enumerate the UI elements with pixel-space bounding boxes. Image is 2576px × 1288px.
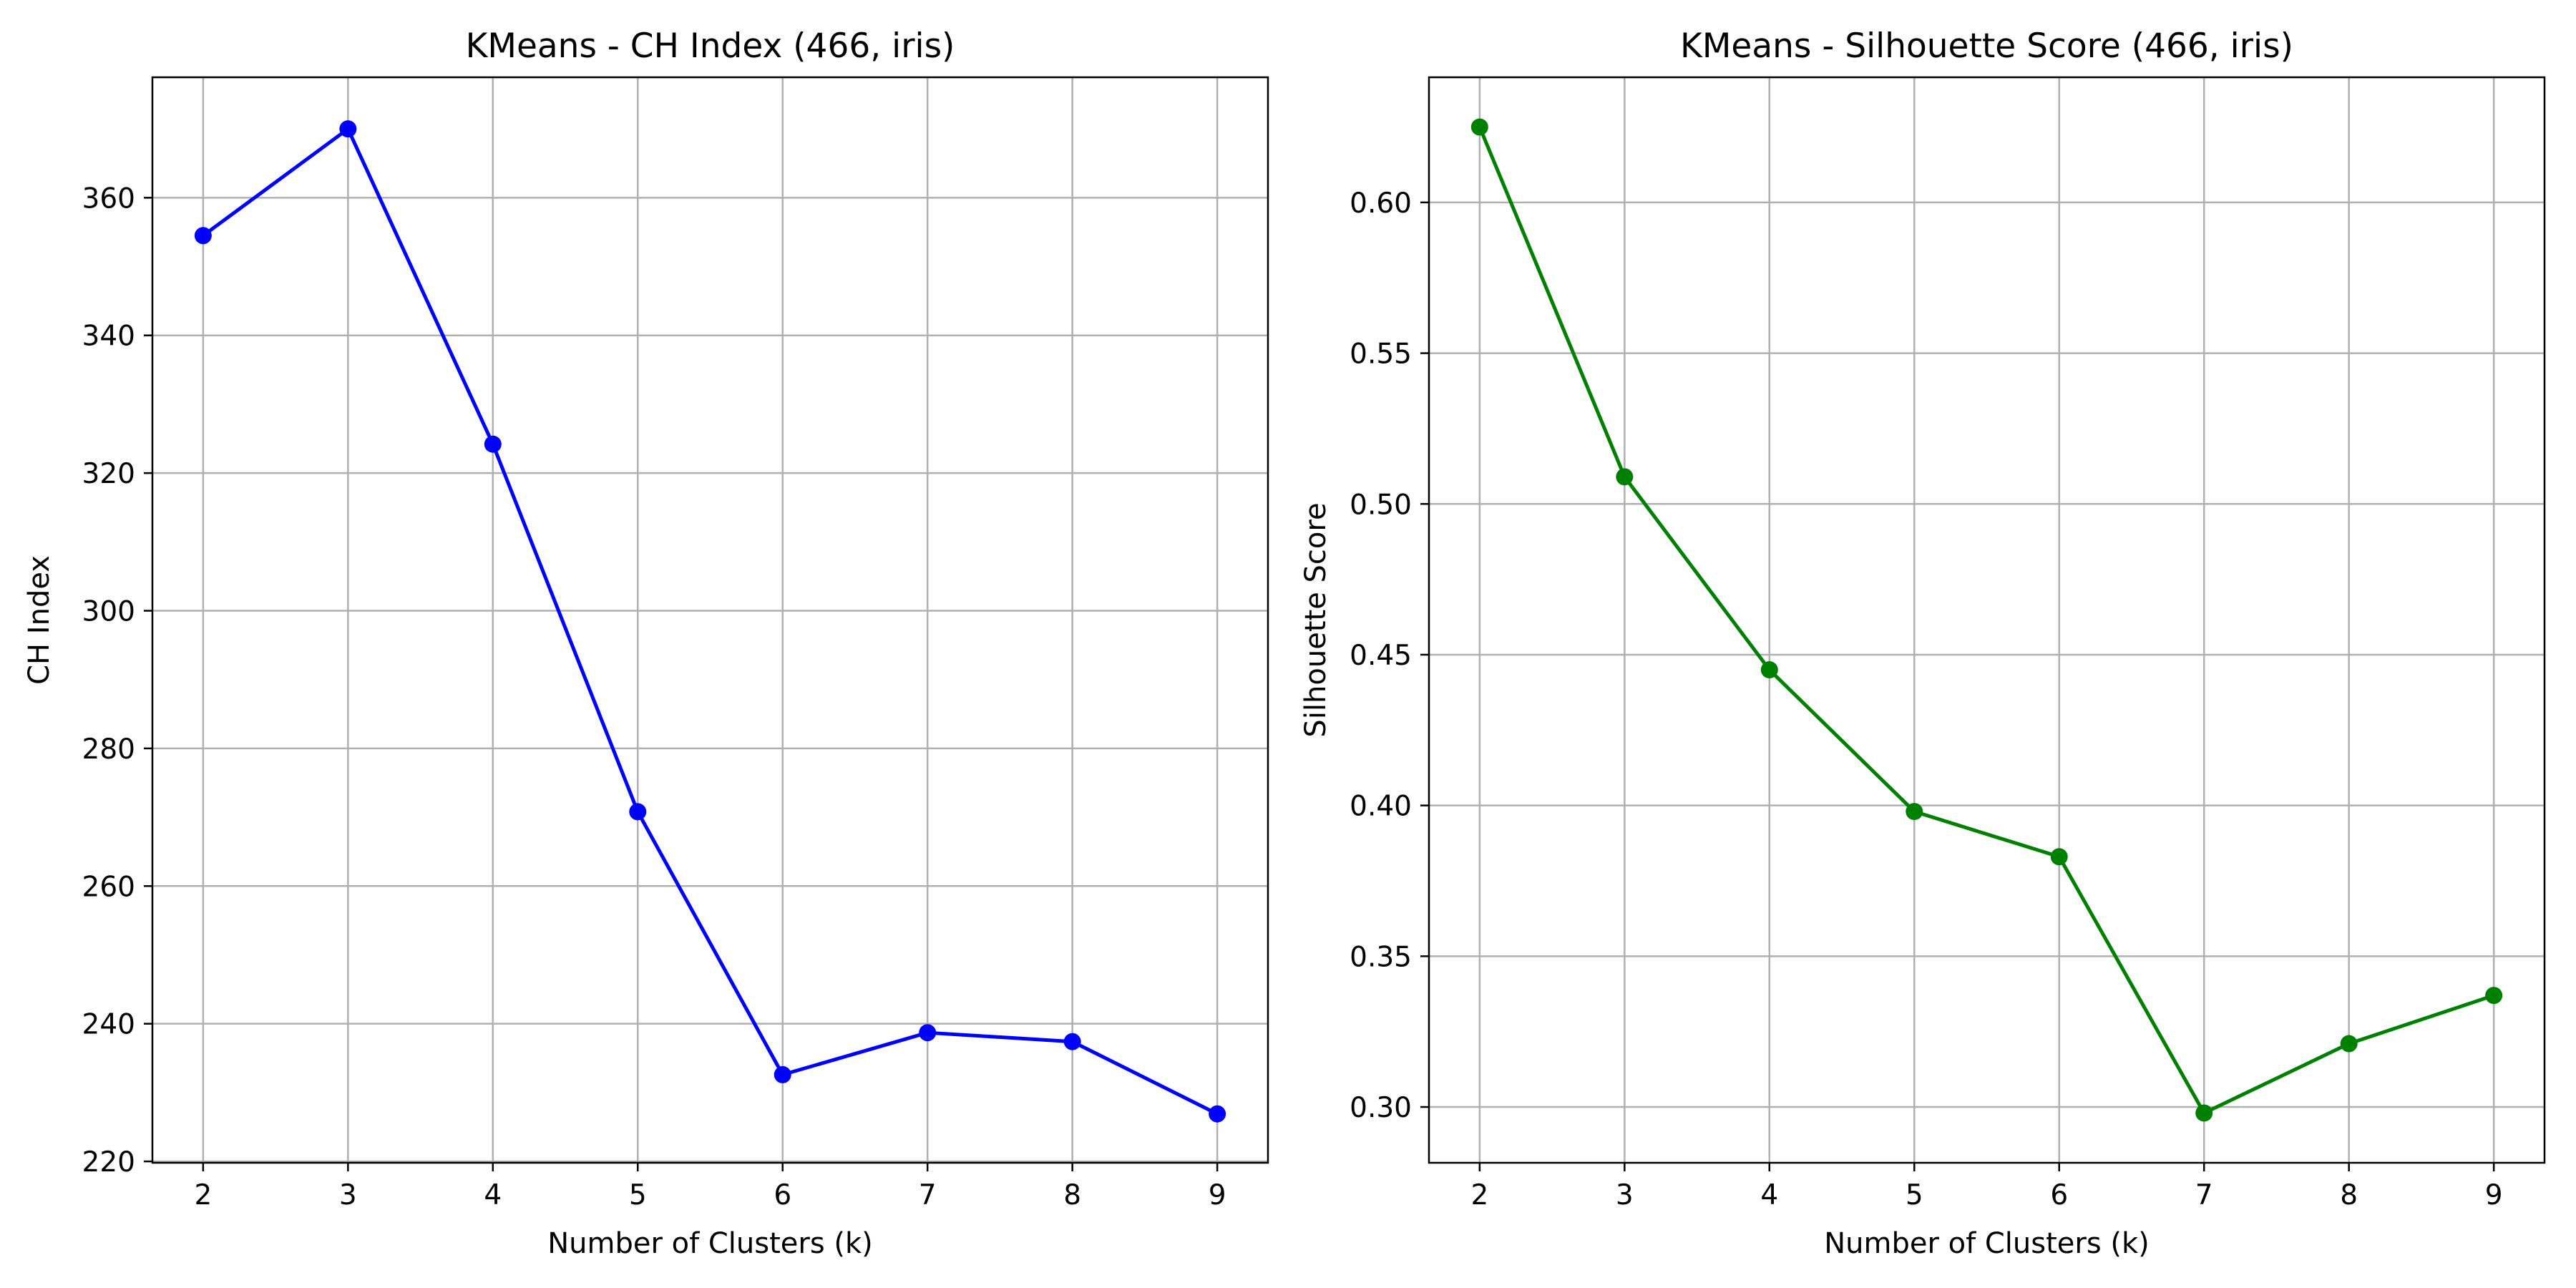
x-tick-label: 3	[339, 1179, 357, 1211]
y-tick-label: 240	[82, 1009, 135, 1041]
y-tick-label: 0.30	[1350, 1092, 1412, 1124]
data-point	[2195, 1104, 2213, 1122]
y-axis-label: CH Index	[23, 555, 56, 685]
data-point	[484, 435, 502, 453]
y-tick-label: 0.50	[1350, 489, 1412, 521]
x-tick-label: 7	[919, 1179, 937, 1211]
x-tick-label: 2	[194, 1179, 212, 1211]
subplot-2: 2 3 4 5 6 7 8 9 0.30 0.35 0.40 0.45 0.50 0.55 0.60 KMea…	[1299, 26, 2546, 1260]
chart-title: KMeans - Silhouette Score (466, iris)	[1680, 26, 2293, 66]
y-tick-label: 0.45	[1350, 640, 1412, 672]
x-tick-label: 8	[1063, 1179, 1081, 1211]
data-point	[1616, 468, 1634, 486]
data-point	[339, 120, 357, 138]
data-point	[919, 1024, 937, 1042]
x-tick-label: 3	[1616, 1179, 1634, 1211]
x-tick-label: 4	[1760, 1179, 1778, 1211]
y-tick-label: 0.40	[1350, 791, 1412, 823]
data-point	[1760, 661, 1778, 679]
y-tick-label: 220	[82, 1146, 135, 1179]
data-point	[1209, 1105, 1226, 1123]
y-tick-label: 0.55	[1350, 338, 1412, 371]
data-point	[1063, 1033, 1081, 1050]
y-axis-label: Silhouette Score	[1299, 502, 1332, 737]
series-line	[1478, 126, 2494, 1115]
data-point	[2485, 987, 2503, 1005]
x-tick-label: 9	[2485, 1179, 2503, 1211]
x-axis-label: Number of Clusters (k)	[547, 1227, 873, 1260]
x-tick-label: 2	[1470, 1179, 1488, 1211]
y-tick-label: 0.35	[1350, 941, 1412, 973]
y-tick-label: 260	[82, 871, 135, 903]
x-axis-label: Number of Clusters (k)	[1824, 1227, 2150, 1260]
data-point	[194, 227, 212, 245]
chart-title: KMeans - CH Index (466, iris)	[466, 26, 955, 66]
data-point	[1470, 118, 1488, 136]
y-tick-label: 360	[82, 182, 135, 215]
plot-frame	[151, 76, 1269, 1164]
x-tick-label: 5	[629, 1179, 647, 1211]
subplot-1: 2 3 4 5 6 7 8 9 220 240 260 280 300 320 340 360 KMeans -…	[23, 26, 1269, 1260]
x-tick-label: 6	[774, 1179, 791, 1211]
y-tick-label: 340	[82, 321, 135, 353]
x-tick-label: 8	[2340, 1179, 2358, 1211]
x-tick-label: 5	[1906, 1179, 1923, 1211]
y-tick-label: 0.60	[1350, 187, 1412, 220]
plot-frame	[1428, 76, 2546, 1164]
x-tick-label: 4	[484, 1179, 502, 1211]
series-line	[202, 127, 1219, 1116]
data-point	[774, 1065, 791, 1083]
x-tick-label: 9	[1209, 1179, 1226, 1211]
y-tick-label: 280	[82, 733, 135, 766]
grid	[152, 77, 1268, 1163]
y-tick-label: 300	[82, 596, 135, 628]
y-tick-label: 320	[82, 458, 135, 490]
grid	[1429, 77, 2545, 1163]
x-tick-label: 6	[2050, 1179, 2068, 1211]
data-point	[2050, 848, 2068, 866]
data-point	[629, 803, 647, 821]
x-tick-label: 7	[2195, 1179, 2213, 1211]
data-point	[2340, 1035, 2358, 1053]
data-point	[1906, 803, 1923, 821]
